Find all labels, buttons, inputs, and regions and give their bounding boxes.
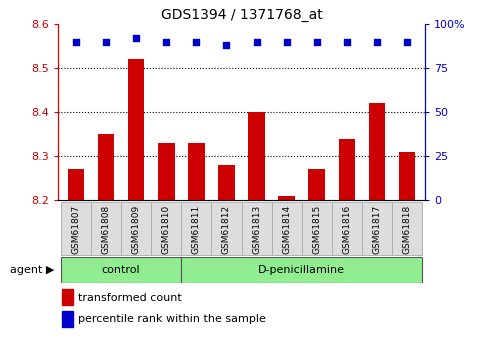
- FancyBboxPatch shape: [302, 202, 332, 255]
- Point: [283, 39, 290, 45]
- Point: [223, 42, 230, 48]
- Point: [193, 39, 200, 45]
- Text: percentile rank within the sample: percentile rank within the sample: [78, 314, 266, 324]
- Text: transformed count: transformed count: [78, 293, 182, 303]
- Text: GSM61811: GSM61811: [192, 205, 201, 254]
- Text: GSM61817: GSM61817: [372, 205, 382, 254]
- Bar: [339, 138, 355, 200]
- Bar: [248, 112, 265, 200]
- Bar: [158, 143, 174, 200]
- Bar: [278, 196, 295, 200]
- FancyBboxPatch shape: [121, 202, 151, 255]
- Bar: [62, 289, 72, 305]
- Text: GSM61810: GSM61810: [162, 205, 171, 254]
- Text: GSM61809: GSM61809: [132, 205, 141, 254]
- Bar: [398, 152, 415, 200]
- FancyBboxPatch shape: [362, 202, 392, 255]
- FancyBboxPatch shape: [392, 202, 422, 255]
- Point: [72, 39, 80, 45]
- Text: GSM61812: GSM61812: [222, 205, 231, 254]
- Bar: [98, 134, 114, 200]
- Point: [373, 39, 381, 45]
- Point: [253, 39, 260, 45]
- Bar: [188, 143, 205, 200]
- Text: agent ▶: agent ▶: [10, 265, 54, 275]
- FancyBboxPatch shape: [271, 202, 302, 255]
- Point: [403, 39, 411, 45]
- FancyBboxPatch shape: [61, 257, 181, 283]
- Text: GSM61815: GSM61815: [312, 205, 321, 254]
- Point: [162, 39, 170, 45]
- FancyBboxPatch shape: [61, 202, 91, 255]
- Bar: [68, 169, 85, 200]
- Text: GSM61818: GSM61818: [402, 205, 412, 254]
- Bar: [62, 311, 72, 327]
- FancyBboxPatch shape: [181, 202, 212, 255]
- Point: [102, 39, 110, 45]
- Text: GSM61808: GSM61808: [101, 205, 111, 254]
- Bar: [128, 59, 144, 200]
- FancyBboxPatch shape: [181, 257, 422, 283]
- Bar: [369, 103, 385, 200]
- Bar: [309, 169, 325, 200]
- Text: GSM61807: GSM61807: [71, 205, 81, 254]
- Text: control: control: [102, 265, 141, 275]
- Text: GSM61813: GSM61813: [252, 205, 261, 254]
- Bar: [218, 165, 235, 200]
- FancyBboxPatch shape: [151, 202, 181, 255]
- Text: GSM61816: GSM61816: [342, 205, 351, 254]
- Text: D-penicillamine: D-penicillamine: [258, 265, 345, 275]
- FancyBboxPatch shape: [212, 202, 242, 255]
- FancyBboxPatch shape: [332, 202, 362, 255]
- Title: GDS1394 / 1371768_at: GDS1394 / 1371768_at: [161, 8, 322, 22]
- Point: [132, 36, 140, 41]
- FancyBboxPatch shape: [91, 202, 121, 255]
- Text: GSM61814: GSM61814: [282, 205, 291, 254]
- Point: [343, 39, 351, 45]
- Point: [313, 39, 321, 45]
- FancyBboxPatch shape: [242, 202, 271, 255]
